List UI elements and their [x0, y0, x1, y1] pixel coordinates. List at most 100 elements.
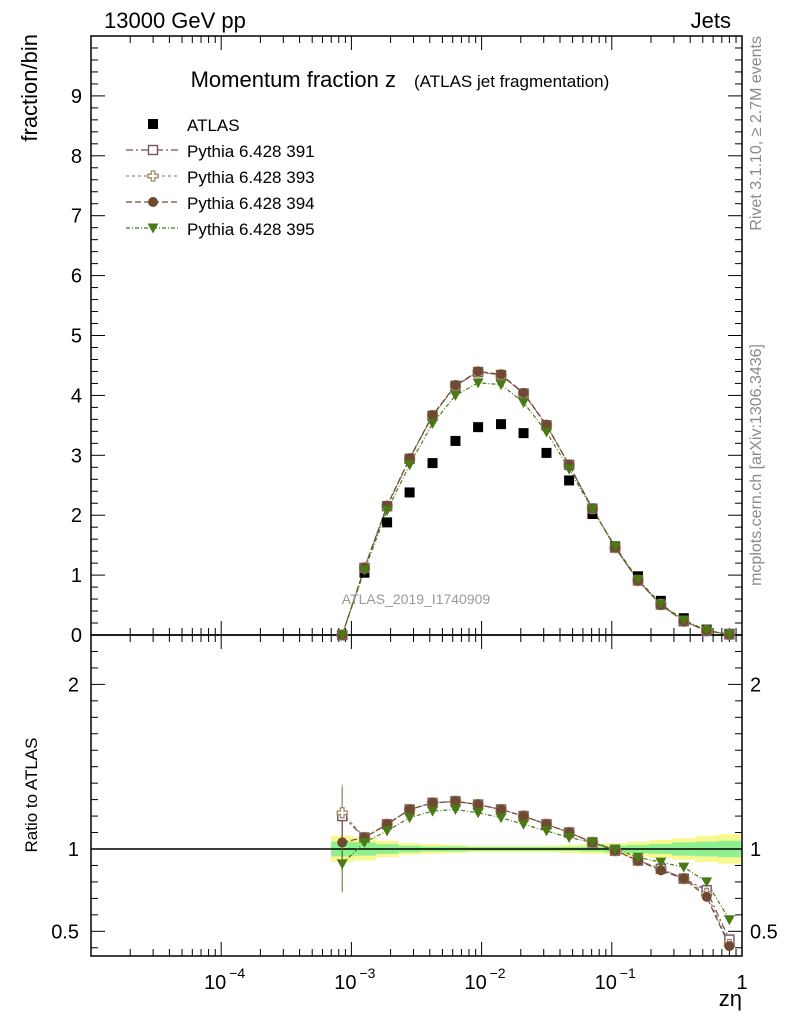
ratio-point-pythia-6-428-394: [337, 837, 348, 848]
ratio-y-tick-label: 2: [68, 674, 79, 696]
legend-marker-pythia-6-428-391: [147, 144, 159, 156]
series-lines: [341, 370, 730, 947]
ratio-line-pythia-6-428-393: [341, 800, 730, 945]
ratio-point-pythia-6-428-395: [586, 837, 598, 848]
legend-label-pythia-6-428-393: Pythia 6.428 393: [187, 168, 315, 187]
data-point-pythia-6-428-395: [632, 574, 644, 585]
ratio-point-pythia-6-428-395: [472, 808, 484, 819]
main-y-tick-label: 9: [71, 86, 82, 108]
mcplots-side-label: mcplots.cern.ch [arXiv:1306.3436]: [748, 344, 765, 586]
data-point-pythia-6-428-394: [473, 366, 484, 377]
rivet-side-label: Rivet 3.1.10, ≥ 2.7M events: [748, 36, 765, 231]
x-tick-exponent: −1: [620, 965, 636, 981]
ratio-point-pythia-6-428-394: [473, 799, 484, 810]
x-tick-label: 10: [595, 972, 617, 994]
main-y-axis-label: fraction/bin: [17, 34, 42, 142]
data-point-pythia-6-428-395: [449, 390, 461, 401]
data-point-pythia-6-428-395: [427, 419, 439, 430]
ratio-point-pythia-6-428-395: [495, 813, 507, 824]
x-tick-exponent: −4: [229, 965, 245, 981]
chart-title: Momentum fraction z: [191, 67, 396, 92]
main-y-tick-label: 7: [71, 206, 82, 228]
ratio-point-pythia-6-428-395: [336, 859, 348, 870]
data-point-pythia-6-428-395: [563, 464, 575, 475]
legend-label-pythia-6-428-394: Pythia 6.428 394: [187, 194, 315, 213]
data-point-pythia-6-428-395: [518, 398, 530, 409]
legend-marker-pythia-6-428-395: [147, 223, 159, 234]
ratio-line-pythia-6-428-391: [341, 800, 730, 940]
ratio-point-pythia-6-428-395: [609, 844, 621, 855]
data-point-atlas: [518, 428, 529, 439]
main-y-tick-label: 6: [71, 266, 82, 288]
x-tick-exponent: −2: [490, 965, 506, 981]
ratio-point-pythia-6-428-394: [724, 941, 735, 952]
ratio-point-pythia-6-428-395: [678, 862, 690, 873]
x-tick-label: 1: [736, 972, 747, 994]
data-point-pythia-6-428-394: [518, 388, 529, 399]
ratio-point-pythia-6-428-395: [358, 837, 370, 848]
series-markers: [336, 366, 736, 952]
data-point-pythia-6-428-394: [450, 380, 461, 391]
data-point-pythia-6-428-395: [358, 565, 370, 576]
data-point-atlas: [496, 419, 507, 430]
main-y-tick-label: 0: [71, 625, 82, 647]
ratio-point-pythia-6-428-394: [450, 796, 461, 807]
x-tick-label: 10: [464, 972, 486, 994]
ratio-point-pythia-6-428-395: [701, 877, 713, 888]
data-point-atlas: [473, 422, 484, 433]
data-point-atlas: [450, 435, 461, 446]
legend-label-atlas: ATLAS: [187, 116, 240, 135]
x-tick-label: 10: [334, 972, 356, 994]
legend: ATLAS Pythia 6.428 391 Pythia 6.428 393 Pyt…: [126, 116, 315, 239]
legend-marker-pythia-6-428-393: [147, 170, 159, 182]
ratio-point-pythia-6-428-393: [336, 807, 348, 819]
ratio-point-pythia-6-428-395: [632, 852, 644, 863]
ratio-point-pythia-6-428-395: [563, 832, 575, 843]
ratio-y-tick-label-right: 1: [750, 839, 761, 861]
ratio-point-pythia-6-428-394: [678, 873, 689, 884]
watermark-label: ATLAS_2019_I1740909: [342, 591, 491, 607]
x-tick-label: 10: [204, 972, 226, 994]
ratio-line-pythia-6-428-395: [341, 808, 730, 921]
chart-subtitle: (ATLAS jet fragmentation): [414, 72, 609, 91]
legend-marker-atlas: [148, 119, 158, 129]
data-point-pythia-6-428-394: [427, 410, 438, 421]
main-y-tick-label: 5: [71, 326, 82, 348]
data-point-pythia-6-428-395: [586, 504, 598, 515]
legend-label-pythia-6-428-395: Pythia 6.428 395: [187, 220, 315, 239]
data-point-pythia-6-428-394: [541, 419, 552, 430]
data-point-pythia-6-428-395: [472, 378, 484, 389]
legend-marker-pythia-6-428-394: [148, 197, 158, 207]
data-point-pythia-6-428-395: [678, 615, 690, 626]
series-line-pythia-6-428-395: [341, 382, 730, 636]
ratio-point-pythia-6-428-394: [496, 804, 507, 815]
ratio-point-pythia-6-428-394: [701, 891, 712, 902]
data-point-atlas: [382, 517, 393, 528]
ratio-point-pythia-6-428-394: [404, 804, 415, 815]
ratio-point-pythia-6-428-395: [404, 813, 416, 824]
ratio-point-pythia-6-428-395: [449, 804, 461, 815]
ratio-uncertainty-band: [91, 834, 742, 864]
ratio-y-tick-label-right: 0.5: [750, 921, 778, 943]
ratio-y-axis-label: Ratio to ATLAS: [22, 738, 41, 853]
header-left-label: 13000 GeV pp: [104, 8, 246, 33]
data-point-pythia-6-428-395: [723, 629, 735, 640]
ratio-point-pythia-6-428-395: [723, 915, 735, 926]
ratio-line-pythia-6-428-394: [342, 800, 730, 947]
ratio-y-tick-label: 1: [68, 839, 79, 861]
data-point-pythia-6-428-395: [381, 505, 393, 516]
ratio-point-pythia-6-428-395: [381, 826, 393, 837]
main-y-tick-label: 3: [71, 445, 82, 467]
ratio-y-tick-label: 0.5: [51, 921, 79, 943]
data-point-pythia-6-428-395: [609, 541, 621, 552]
main-y-tick-label: 2: [71, 505, 82, 527]
ratio-point-pythia-6-428-395: [540, 826, 552, 837]
data-point-atlas: [541, 447, 552, 458]
ratio-point-pythia-6-428-394: [518, 811, 529, 822]
ratio-plot-frame: [90, 634, 743, 957]
ratio-point-pythia-6-428-395: [655, 857, 667, 868]
data-point-atlas: [427, 458, 438, 469]
main-y-tick-label: 8: [71, 146, 82, 168]
